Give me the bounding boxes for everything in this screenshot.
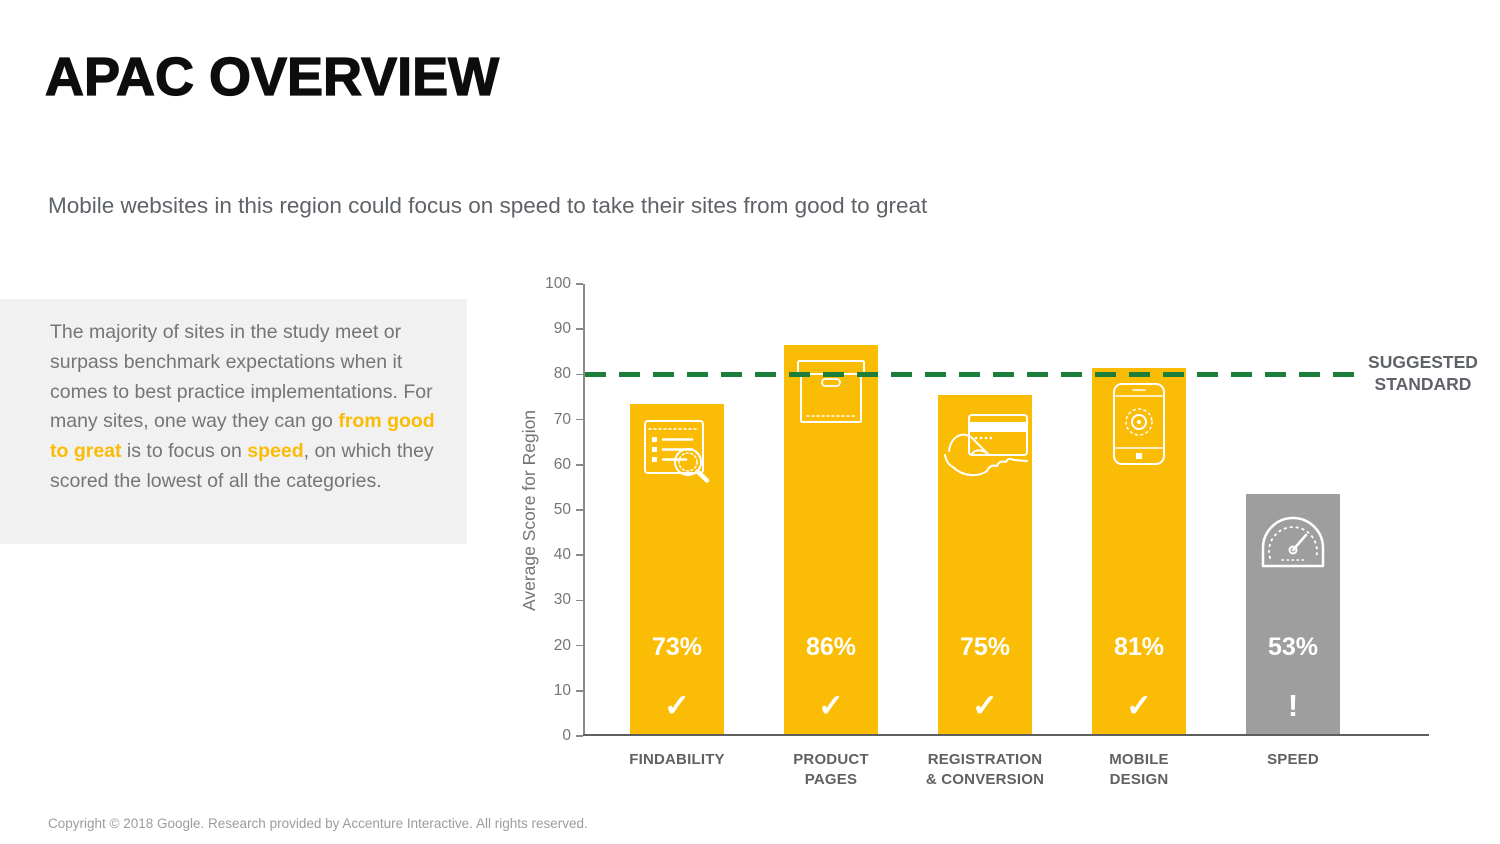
category-label: REGISTRATION & CONVERSION — [925, 751, 1045, 788]
check-mark: ✓ — [972, 688, 998, 723]
mobile-phone-icon — [1112, 382, 1166, 734]
y-axis-tick-label: 60 — [553, 455, 571, 473]
y-axis-tick — [576, 554, 583, 556]
bar-value-label: 81% — [1113, 633, 1165, 661]
bar-value-label: 53% — [1267, 633, 1319, 661]
body-text: The majority of sites in the study meet … — [50, 321, 433, 433]
bar-value-label: 86% — [805, 633, 857, 661]
suggested-standard-label: SUGGESTED STANDARD — [1368, 352, 1478, 394]
category-label: SPEED — [1267, 751, 1319, 768]
y-axis-tick — [576, 644, 583, 647]
y-axis-tick — [576, 373, 583, 376]
y-axis-tick-label: 30 — [553, 591, 571, 609]
highlighted-text: from good to great — [50, 410, 435, 463]
y-axis-tick-label: 80 — [553, 365, 571, 383]
copyright-footer: Copyright © 2018 Google. Research provid… — [48, 816, 588, 831]
y-axis-tick-label: 40 — [553, 546, 571, 564]
y-axis-tick-label: 10 — [553, 681, 571, 699]
y-axis-tick — [576, 328, 583, 330]
summary-text: The majority of sites in the study meet … — [50, 318, 438, 497]
y-axis-tick — [576, 690, 583, 692]
warning-mark: ! — [1287, 688, 1299, 723]
category-label: PRODUCT PAGES — [793, 751, 869, 788]
y-axis-tick — [576, 509, 583, 511]
bar-speed: 53%! — [1246, 494, 1340, 734]
bar-registration-conversion: 75% ✓ — [938, 395, 1032, 734]
check-mark: ✓ — [818, 688, 844, 723]
speedometer-icon — [1255, 508, 1331, 734]
category-label: FINDABILITY — [629, 751, 725, 768]
suggested-standard-line — [585, 371, 1360, 377]
bar-product-pages: 86% ✓ — [784, 345, 878, 734]
product-pages-icon — [794, 359, 868, 734]
payment-card-hand-icon — [939, 409, 1031, 734]
category-label: MOBILE DESIGN — [1109, 751, 1169, 788]
findability-icon — [642, 418, 712, 734]
highlighted-text: speed — [247, 440, 304, 463]
y-axis-tick — [576, 599, 583, 602]
summary-panel: The majority of sites in the study meet … — [0, 299, 467, 544]
x-axis-line — [583, 733, 1429, 736]
y-axis-tick — [576, 464, 583, 466]
bar-value-label: 73% — [651, 633, 703, 661]
page-title: APAC OVERVIEW — [44, 46, 500, 107]
body-text: , on which they scored the lowest of all… — [50, 440, 434, 492]
y-axis-tick-label: 0 — [562, 727, 571, 744]
check-mark: ✓ — [664, 688, 690, 723]
bar-mobile-design: 81% ✓ — [1092, 368, 1186, 734]
y-axis-line — [583, 284, 585, 736]
y-axis-tick — [576, 283, 583, 285]
y-axis-tick-label: 100 — [545, 275, 571, 292]
y-axis-tick-label: 70 — [553, 410, 571, 428]
y-axis-tick-label: 50 — [553, 501, 571, 518]
bar-value-label: 75% — [959, 633, 1011, 661]
plot-area: Average Score for Region 0 10 20 30 40 50 60 70… — [519, 276, 1430, 788]
y-axis-tick-label: 20 — [553, 636, 571, 654]
y-axis-tick — [576, 418, 583, 421]
body-text: is to focus on — [121, 440, 248, 463]
bar-chart: Average Score for Region 0 10 20 30 40 50 60 70… — [519, 276, 1483, 844]
subtitle: Mobile websites in this region could foc… — [48, 193, 928, 218]
y-axis-tick — [576, 735, 583, 737]
check-mark: ✓ — [1126, 688, 1152, 723]
bar-findability: 73% ✓ — [630, 404, 724, 734]
y-axis-tick-label: 90 — [553, 320, 571, 338]
